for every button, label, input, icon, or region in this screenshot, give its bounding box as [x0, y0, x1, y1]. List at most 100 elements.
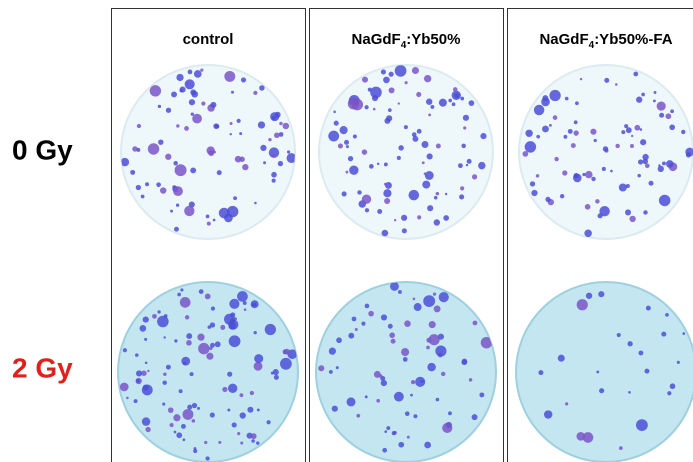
colony — [638, 350, 644, 356]
colony — [174, 226, 179, 232]
colony — [176, 432, 183, 439]
colony — [224, 70, 236, 82]
colony — [331, 405, 338, 412]
colony — [633, 71, 639, 77]
row-label: 2 Gy — [12, 352, 73, 383]
colony — [582, 172, 586, 177]
colony — [415, 376, 426, 387]
colony — [253, 90, 258, 96]
colony — [236, 118, 241, 123]
panel-frame — [309, 8, 504, 462]
colony — [602, 146, 609, 152]
colony — [339, 126, 348, 135]
colony — [542, 95, 549, 102]
colony — [274, 132, 280, 139]
colony — [448, 98, 453, 103]
colony — [254, 201, 257, 205]
colony — [542, 125, 549, 133]
colony — [214, 124, 220, 129]
colony — [279, 121, 283, 126]
colony — [136, 378, 140, 383]
colony — [585, 170, 593, 179]
colony — [280, 357, 292, 370]
colony — [598, 291, 605, 298]
colony — [254, 354, 264, 364]
colony — [185, 81, 189, 85]
colony — [404, 411, 410, 416]
colony — [659, 112, 665, 118]
colony — [390, 338, 396, 344]
colony — [462, 114, 470, 121]
colony — [192, 113, 202, 124]
colony — [162, 402, 166, 406]
colony — [239, 132, 243, 136]
colony — [186, 340, 192, 346]
colony — [256, 441, 260, 445]
colony — [224, 313, 236, 325]
colony — [227, 371, 233, 377]
colony — [421, 141, 429, 149]
colony — [411, 66, 419, 75]
colony — [629, 144, 634, 148]
colonies — [121, 68, 295, 232]
colony — [356, 413, 361, 418]
colony — [665, 160, 674, 168]
colony — [370, 86, 382, 99]
colony — [398, 441, 405, 448]
colony — [567, 128, 573, 134]
colony — [460, 186, 465, 191]
colony — [393, 391, 404, 402]
colonies — [318, 282, 493, 453]
colony — [466, 158, 472, 164]
colony — [658, 164, 661, 167]
colony — [576, 299, 588, 311]
colony — [468, 378, 473, 382]
colony — [354, 327, 358, 332]
colony — [181, 423, 186, 429]
colony — [438, 98, 447, 107]
colony — [460, 96, 465, 101]
colony — [413, 303, 422, 311]
colony — [479, 392, 485, 398]
colony — [398, 290, 402, 294]
colony — [273, 374, 279, 380]
colony — [187, 404, 193, 410]
colony — [357, 190, 362, 195]
colony — [277, 160, 284, 167]
colony — [136, 123, 142, 129]
colony — [433, 219, 441, 226]
colony — [259, 85, 265, 91]
colony — [426, 345, 430, 350]
colony — [198, 289, 204, 294]
colony — [420, 379, 424, 384]
column-header: control — [183, 31, 234, 48]
colony — [642, 153, 649, 161]
colony — [628, 391, 631, 394]
colony — [184, 205, 195, 217]
colony — [372, 95, 379, 102]
colony — [471, 414, 478, 421]
colony — [145, 426, 151, 433]
colony — [278, 132, 284, 137]
colony — [144, 337, 148, 341]
colony — [186, 333, 193, 340]
colony — [229, 121, 233, 126]
colony — [391, 430, 396, 436]
colony — [250, 300, 259, 309]
colony — [388, 71, 394, 77]
colony — [637, 173, 641, 178]
colony — [271, 115, 276, 121]
colony — [627, 341, 633, 347]
colony — [377, 209, 383, 214]
colony — [337, 143, 344, 149]
colony — [465, 163, 469, 167]
colony — [682, 332, 686, 335]
colony — [328, 347, 336, 355]
colony — [645, 305, 651, 311]
colony — [210, 342, 215, 348]
colony — [681, 129, 686, 135]
colony — [590, 128, 597, 135]
colony — [341, 191, 347, 197]
colony — [239, 156, 245, 162]
colony — [197, 406, 201, 410]
